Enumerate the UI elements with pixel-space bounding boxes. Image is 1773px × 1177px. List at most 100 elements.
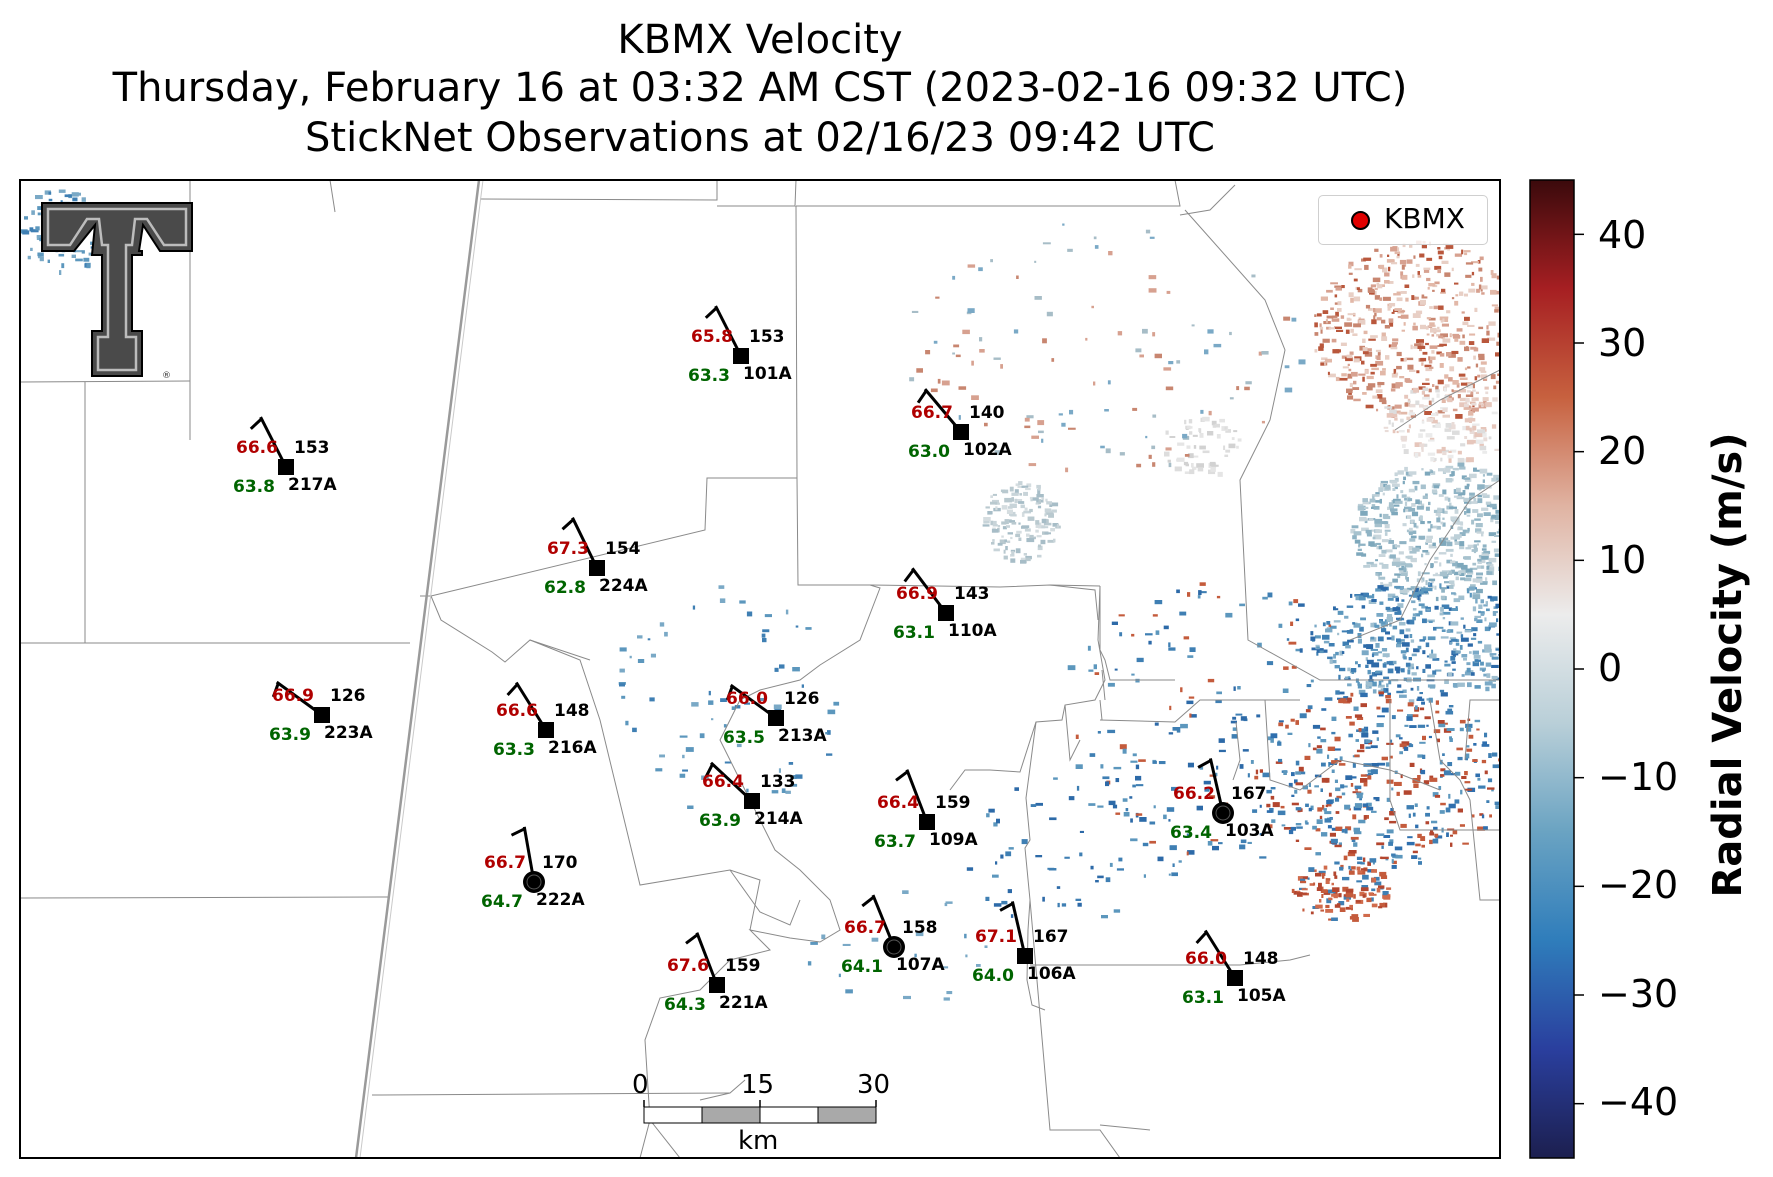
dewpoint-label: 62.8 [544, 578, 586, 598]
dewpoint-label: 63.7 [874, 832, 916, 852]
colorbar-gradient [1529, 179, 1575, 1159]
texas-tech-logo-icon: ® [41, 202, 193, 381]
station-marker [744, 793, 760, 809]
map-background [20, 180, 1500, 1158]
calm-station-ring [1215, 805, 1231, 821]
wind-barb-flag [704, 306, 718, 319]
dewpoint-label: 63.8 [233, 477, 275, 497]
wind-direction-label: 126 [330, 686, 366, 706]
wind-barb-flag [1197, 759, 1212, 769]
wind-direction-label: 148 [554, 701, 590, 721]
cb-tick: 0 [1598, 646, 1623, 690]
wind-barb-flag [561, 518, 575, 531]
state-boundary [354, 180, 484, 1158]
station-id-label: 222A [536, 890, 585, 910]
station-marker [589, 560, 605, 576]
temperature-label: 66.6 [496, 701, 538, 721]
wind-direction-label: 154 [605, 539, 641, 559]
station-214A: 66.4 133 63.9 214A [699, 761, 803, 831]
temperature-label: 66.2 [1173, 784, 1215, 804]
station-marker [953, 424, 969, 440]
dewpoint-label: 63.1 [1182, 988, 1224, 1008]
wind-barb-flag [916, 389, 928, 404]
wind-barb-flag [506, 683, 519, 697]
colorbar [1529, 179, 1584, 1159]
temperature-label: 67.1 [975, 927, 1017, 947]
station-id-label: 224A [599, 576, 648, 596]
station-224A: 67.3 154 62.8 224A [544, 517, 648, 598]
wind-direction-label: 153 [749, 327, 785, 347]
wind-barb-flag [271, 682, 280, 698]
station-216A: 66.6 148 63.3 216A [493, 681, 597, 760]
wind-direction-label: 126 [784, 689, 820, 709]
temperature-label: 65.8 [691, 327, 733, 347]
chart-subtitle-obs: StickNet Observations at 02/16/23 09:42 … [305, 115, 1215, 161]
wind-direction-label: 159 [935, 793, 971, 813]
map-border [19, 179, 1501, 1159]
scale-bar [643, 1100, 877, 1124]
calm-station-ring [886, 939, 902, 955]
station-id-label: 106A [1027, 964, 1076, 984]
station-id-label: 216A [548, 738, 597, 758]
wind-barb-flag [249, 417, 263, 430]
calm-station-marker [523, 871, 545, 893]
dewpoint-label: 63.9 [699, 811, 741, 831]
radar-site-marker-icon [1351, 211, 1370, 230]
dewpoint-label: 63.9 [269, 725, 311, 745]
station-id-label: 101A [743, 364, 792, 384]
station-109A: 66.4 159 63.7 109A [874, 769, 978, 852]
cb-tick: −10 [1598, 755, 1679, 799]
station-105A: 66.0 148 63.1 105A [1182, 929, 1286, 1008]
dewpoint-label: 64.1 [841, 957, 883, 977]
dewpoint-label: 64.3 [664, 995, 706, 1015]
scale-label-0: 0 [632, 1070, 649, 1100]
dewpoint-label: 63.4 [1170, 823, 1212, 843]
station-marker [538, 722, 554, 738]
station-110A: 66.9 143 63.1 110A [893, 567, 997, 643]
wind-direction-label: 158 [902, 918, 938, 938]
temperature-label: 66.9 [272, 686, 314, 706]
wind-barb-flag [704, 763, 714, 778]
wind-direction-label: 133 [760, 772, 796, 792]
station-id-label: 107A [896, 955, 945, 975]
temperature-label: 67.3 [547, 539, 589, 559]
station-107A: 66.7 158 64.1 107A [841, 894, 945, 977]
wind-barb-staff [259, 416, 288, 468]
dewpoint-label: 63.1 [893, 623, 935, 643]
wind-barb-flag [903, 568, 915, 583]
temperature-label: 67.6 [667, 956, 709, 976]
station-id-label: 217A [288, 475, 337, 495]
wind-barb-flag [510, 827, 526, 837]
dewpoint-label: 63.0 [908, 442, 950, 462]
wind-direction-label: 167 [1033, 927, 1069, 947]
station-marker [938, 605, 954, 621]
wind-barb-staff [1010, 901, 1027, 957]
wind-barb-staff [905, 769, 929, 823]
station-id-label: 214A [754, 809, 803, 829]
svg-text:®: ® [162, 371, 171, 381]
chart-subtitle-time: Thursday, February 16 at 03:32 AM CST (2… [112, 65, 1408, 111]
chart-title: KBMX Velocity [617, 17, 903, 63]
temperature-label: 66.0 [1185, 949, 1227, 969]
wind-barb-flag [685, 933, 699, 945]
station-id-label: 105A [1237, 986, 1286, 1006]
station-marker [733, 348, 749, 364]
station-id-label: 221A [719, 993, 768, 1013]
cb-tick: −40 [1598, 1080, 1679, 1124]
temperature-label: 66.4 [702, 772, 744, 792]
temperature-label: 66.7 [911, 403, 953, 423]
wind-barb-staff [695, 932, 719, 986]
cb-tick: 30 [1598, 321, 1647, 365]
wind-barb-flag [861, 895, 875, 908]
wind-direction-label: 143 [954, 584, 990, 604]
dewpoint-label: 64.0 [972, 966, 1014, 986]
radar-velocity-layer [20, 189, 1500, 1001]
station-213A: 66.0 126 63.5 213A [723, 683, 827, 748]
wind-barb-flag [725, 685, 734, 701]
temperature-label: 66.0 [726, 689, 768, 709]
dewpoint-label: 63.3 [493, 740, 535, 760]
wind-barb-staff [714, 305, 743, 357]
dewpoint-label: 64.7 [481, 892, 523, 912]
wind-direction-label: 140 [969, 403, 1005, 423]
wind-barb-flag [895, 770, 909, 782]
